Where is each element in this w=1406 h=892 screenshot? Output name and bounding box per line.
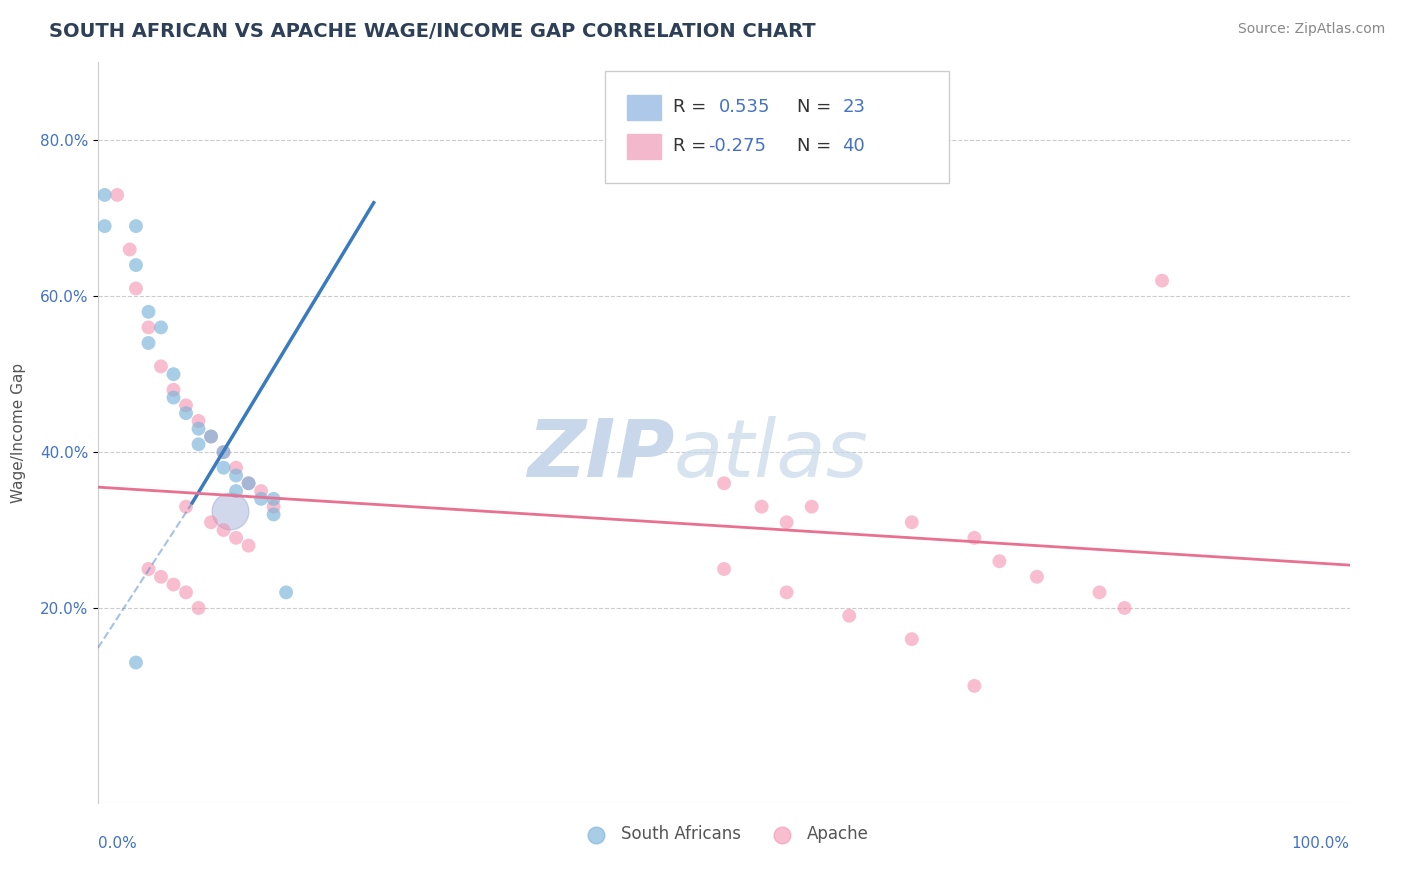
Point — [118, 243, 141, 257]
Point — [212, 523, 235, 537]
Point — [263, 500, 285, 514]
Text: 100.0%: 100.0% — [1292, 836, 1350, 851]
Point — [150, 320, 173, 334]
Point — [900, 515, 922, 529]
Legend: South Africans, Apache: South Africans, Apache — [572, 819, 876, 850]
Point — [800, 500, 823, 514]
Point — [263, 491, 285, 506]
Point — [1150, 274, 1173, 288]
Point — [238, 539, 260, 553]
Point — [1026, 570, 1049, 584]
Point — [900, 632, 922, 647]
Point — [162, 577, 184, 591]
Point — [776, 585, 799, 599]
Point — [838, 608, 860, 623]
Point — [125, 219, 148, 233]
Point — [1088, 585, 1111, 599]
Point — [125, 281, 148, 295]
Point — [1114, 601, 1136, 615]
Point — [200, 515, 222, 529]
Point — [105, 188, 128, 202]
Point — [174, 398, 197, 412]
Point — [250, 484, 273, 499]
Point — [218, 503, 240, 517]
Point — [150, 359, 173, 374]
Text: N =: N = — [797, 137, 837, 155]
Point — [174, 585, 197, 599]
Point — [238, 476, 260, 491]
Text: -0.275: -0.275 — [709, 137, 766, 155]
Point — [225, 460, 247, 475]
Point — [138, 305, 160, 319]
Point — [162, 391, 184, 405]
Point — [713, 562, 735, 576]
Point — [187, 422, 209, 436]
Text: 23: 23 — [842, 98, 865, 116]
Point — [963, 679, 986, 693]
Point — [93, 188, 115, 202]
Text: ZIP: ZIP — [527, 416, 673, 494]
Point — [187, 414, 209, 428]
Text: Source: ZipAtlas.com: Source: ZipAtlas.com — [1237, 22, 1385, 37]
Point — [212, 445, 235, 459]
Point — [187, 601, 209, 615]
Point — [125, 656, 148, 670]
Point — [225, 531, 247, 545]
Text: R =: R = — [673, 98, 713, 116]
Point — [200, 429, 222, 443]
Point — [776, 515, 799, 529]
Point — [138, 336, 160, 351]
Point — [225, 468, 247, 483]
Text: 0.535: 0.535 — [718, 98, 770, 116]
Point — [93, 219, 115, 233]
Point — [988, 554, 1011, 568]
Point — [963, 531, 986, 545]
Point — [212, 445, 235, 459]
Text: N =: N = — [797, 98, 837, 116]
Point — [225, 484, 247, 499]
Point — [200, 429, 222, 443]
Point — [150, 570, 173, 584]
Y-axis label: Wage/Income Gap: Wage/Income Gap — [11, 362, 27, 503]
Point — [174, 500, 197, 514]
Point — [751, 500, 773, 514]
Text: R =: R = — [673, 137, 713, 155]
Point — [713, 476, 735, 491]
Point — [174, 406, 197, 420]
Text: SOUTH AFRICAN VS APACHE WAGE/INCOME GAP CORRELATION CHART: SOUTH AFRICAN VS APACHE WAGE/INCOME GAP … — [49, 22, 815, 41]
Point — [250, 491, 273, 506]
Point — [274, 585, 298, 599]
Point — [238, 476, 260, 491]
Point — [125, 258, 148, 272]
Point — [263, 508, 285, 522]
Point — [138, 320, 160, 334]
Text: atlas: atlas — [673, 416, 869, 494]
Point — [212, 460, 235, 475]
Text: 40: 40 — [842, 137, 865, 155]
Text: 0.0%: 0.0% — [98, 836, 138, 851]
Point — [162, 367, 184, 381]
Point — [187, 437, 209, 451]
Point — [138, 562, 160, 576]
Point — [162, 383, 184, 397]
